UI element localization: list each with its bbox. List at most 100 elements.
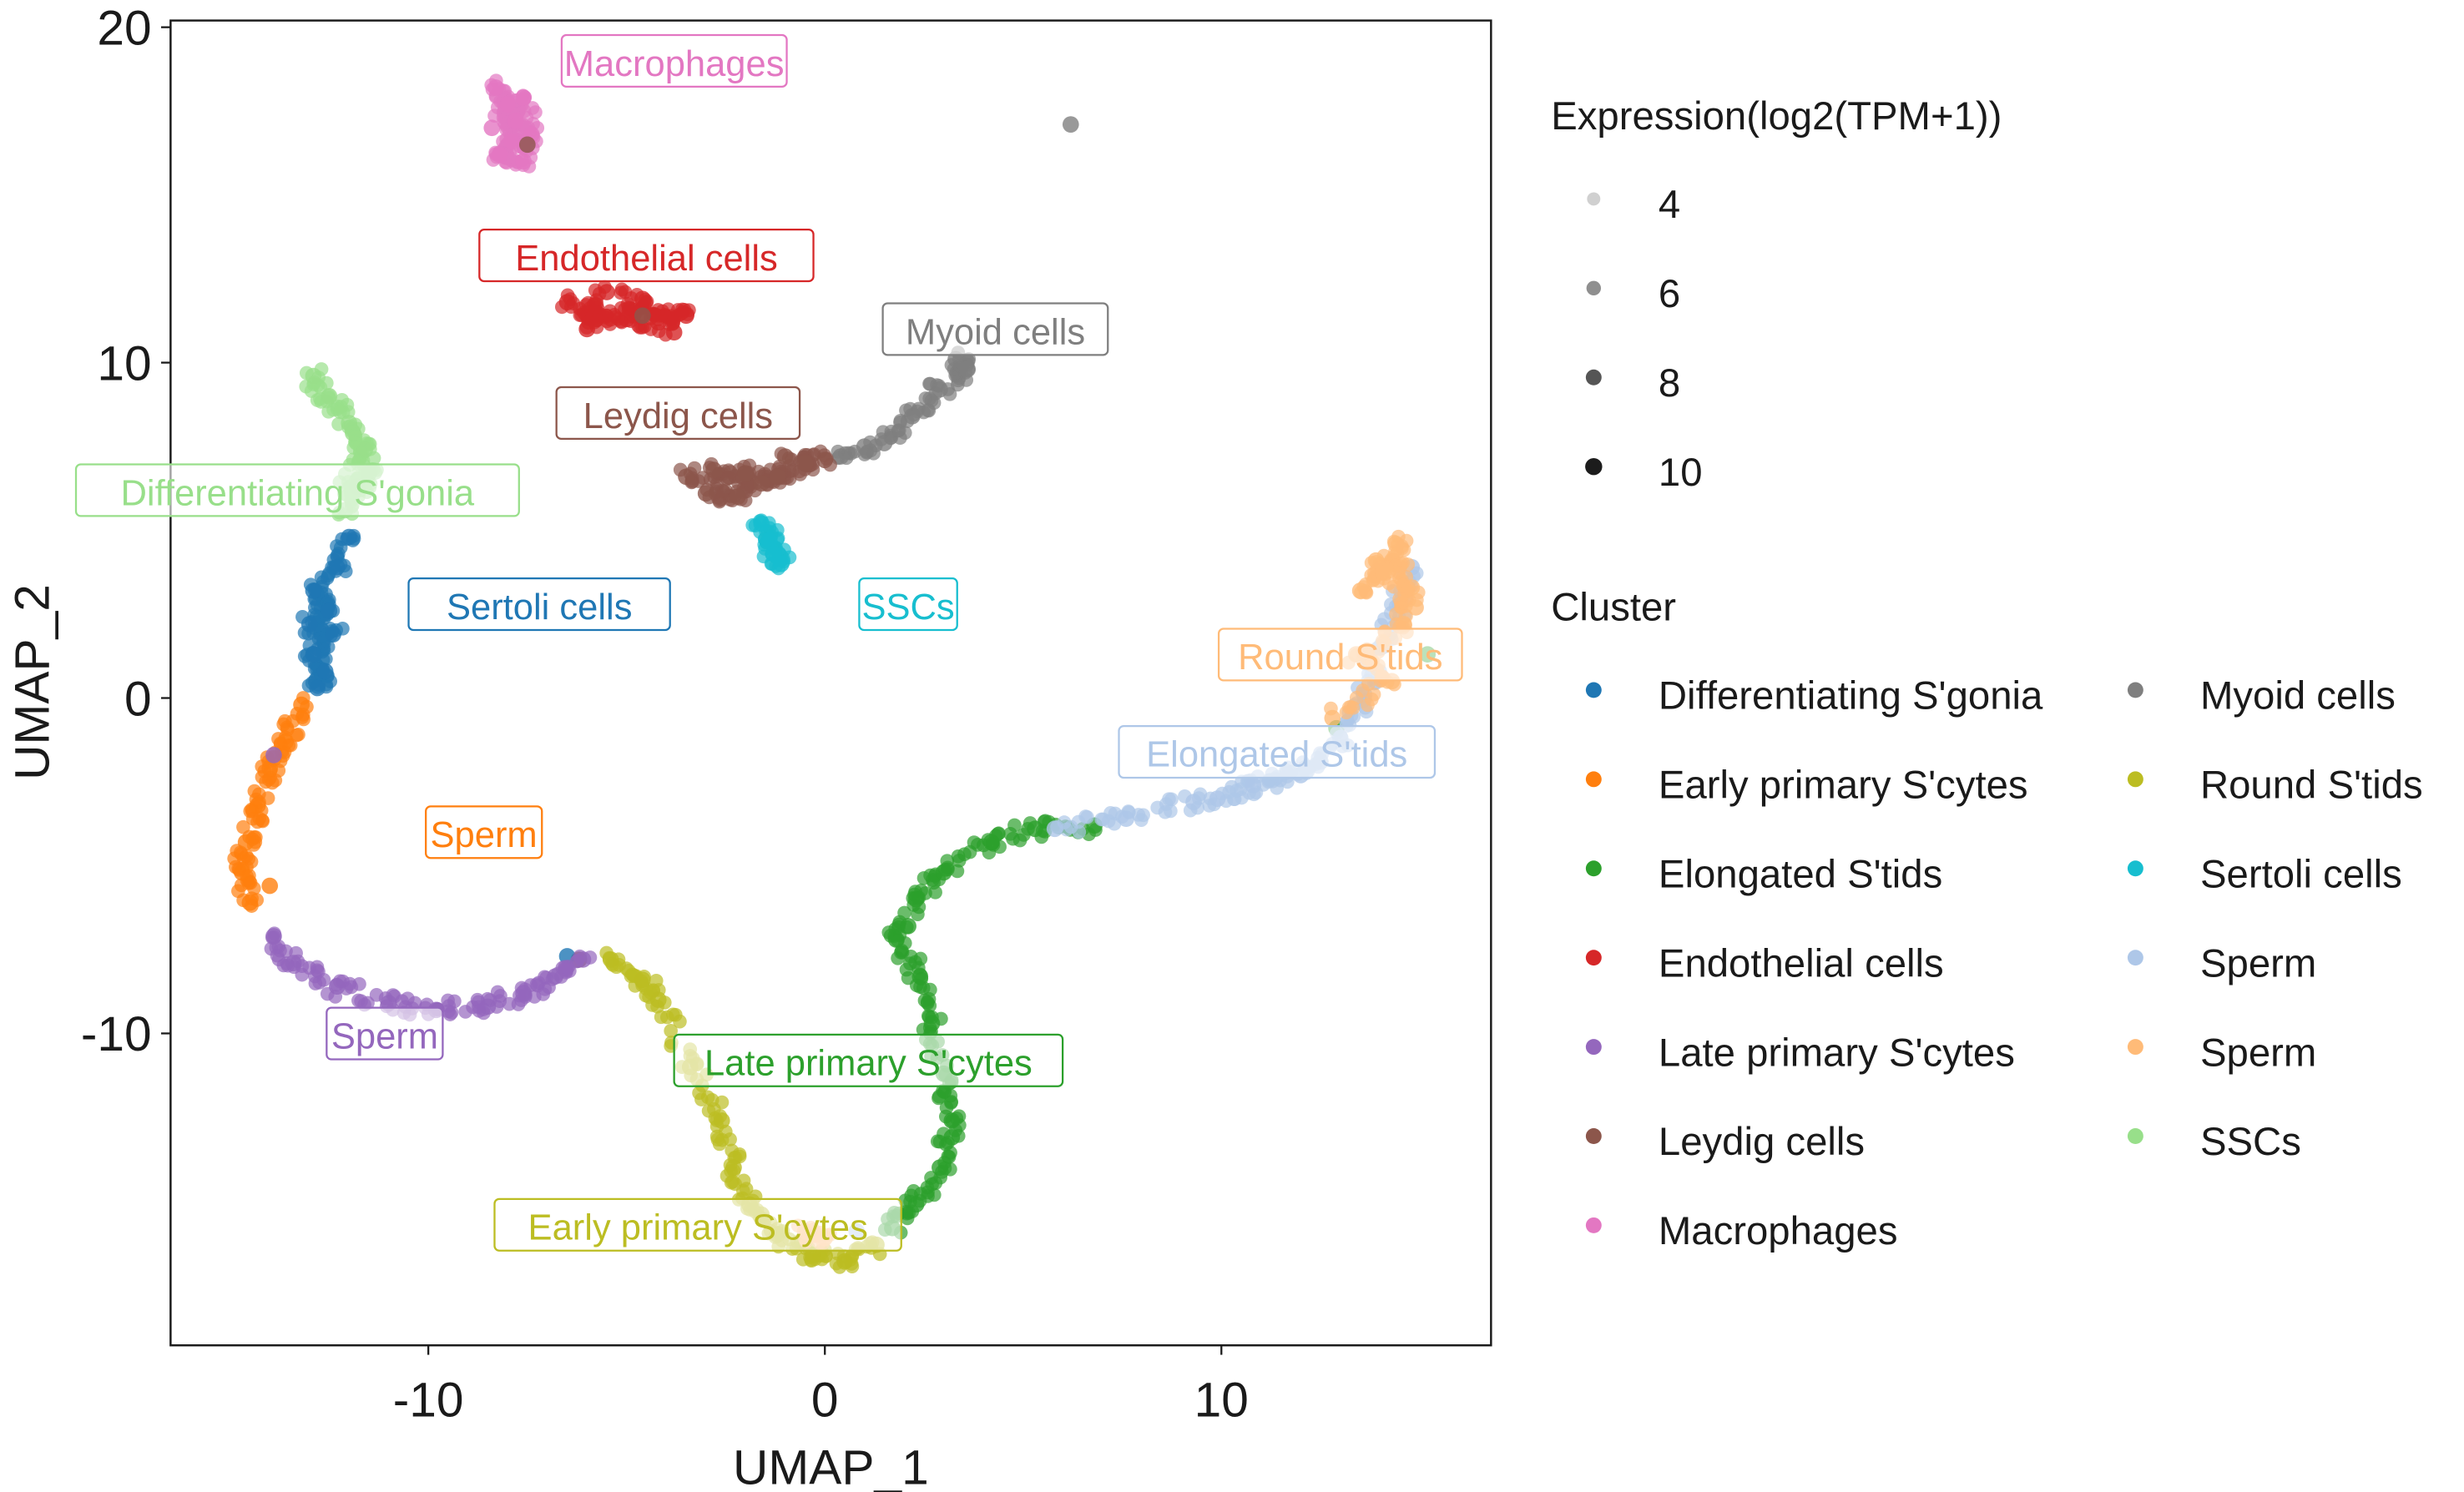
data-point — [887, 931, 905, 948]
data-point — [492, 994, 507, 1009]
data-point — [1072, 824, 1087, 839]
data-point — [649, 991, 667, 1009]
data-point — [250, 814, 265, 829]
size-legend-label: 10 — [1659, 451, 1703, 495]
data-point — [1007, 818, 1022, 833]
cluster-legend-key — [2127, 950, 2143, 966]
data-point — [1229, 784, 1244, 798]
cluster-label: SSCs — [858, 577, 958, 632]
data-point — [928, 1176, 943, 1191]
data-point — [897, 905, 911, 920]
cluster-label-text: Leydig cells — [583, 396, 773, 436]
data-point — [1339, 705, 1354, 720]
cluster-label: Early primary S'cytes — [493, 1197, 902, 1252]
cluster-legend-key — [1585, 1128, 1602, 1144]
data-point — [1017, 828, 1031, 842]
data-point — [316, 663, 334, 680]
size-legend-key — [1586, 280, 1602, 296]
data-point — [1118, 810, 1135, 827]
data-point — [1407, 599, 1424, 616]
cluster-label: Elongated S'tids — [1118, 724, 1436, 779]
size-legend-key — [1587, 192, 1601, 206]
cluster-label-box — [326, 1006, 444, 1061]
cluster-legend-key — [2127, 1128, 2143, 1144]
data-point — [497, 114, 511, 129]
cluster-label: Differentiating S'gonia — [74, 463, 520, 517]
data-point — [265, 928, 282, 945]
data-point — [325, 626, 341, 643]
x-tick-label: 10 — [1194, 1373, 1249, 1427]
cluster-legend-label: Sperm — [2200, 941, 2316, 985]
cluster-legend-label: Macrophages — [1659, 1209, 1898, 1253]
x-axis-title: UMAP_1 — [733, 1441, 929, 1492]
cluster-label: Sperm — [326, 1006, 444, 1061]
cluster-legend-key — [1585, 1039, 1602, 1056]
cluster-legend-label: Sperm — [2200, 1031, 2316, 1075]
data-point — [395, 994, 409, 1009]
axes: -10 0 10 -10 0 10 20 — [81, 1, 1249, 1427]
cluster-label-text: Early primary S'cytes — [528, 1207, 868, 1248]
data-point — [725, 1174, 740, 1189]
data-point — [1351, 582, 1369, 599]
data-point — [320, 376, 334, 391]
cluster-label-text: Sertoli cells — [447, 587, 633, 628]
data-point — [328, 978, 346, 995]
data-point — [538, 982, 553, 996]
data-point — [300, 616, 318, 633]
cluster-legend-key — [1585, 950, 1602, 966]
data-point — [1324, 709, 1341, 727]
data-point — [507, 113, 524, 129]
cluster-label: Macrophages — [560, 33, 788, 88]
data-point — [1059, 822, 1074, 837]
cluster-label-text: Round S'tids — [1238, 638, 1442, 678]
data-point — [932, 381, 948, 398]
size-legend-key — [1585, 457, 1603, 476]
cluster-legend-label: Round S'tids — [2200, 764, 2423, 808]
data-point — [321, 387, 338, 405]
cluster-label-box — [555, 386, 801, 441]
data-point — [1401, 557, 1416, 572]
data-point — [1209, 790, 1226, 807]
data-point — [305, 582, 322, 599]
data-point — [737, 465, 755, 481]
data-point — [712, 1137, 727, 1152]
cluster-legend-key — [1585, 860, 1602, 877]
cluster-label-box — [74, 463, 520, 517]
data-point — [943, 1112, 961, 1129]
data-point — [725, 1159, 742, 1177]
size-legend-label: 4 — [1659, 183, 1680, 227]
data-point — [773, 555, 790, 572]
data-point — [769, 468, 786, 486]
data-point — [295, 710, 310, 724]
data-point — [1381, 576, 1396, 591]
cluster-late-primary-s-cytes-points — [264, 747, 598, 1022]
data-point — [321, 602, 338, 619]
cluster-legend-label: SSCs — [2200, 1120, 2301, 1164]
data-point — [441, 1004, 456, 1019]
data-point — [273, 943, 287, 958]
y-tick-label: -10 — [81, 1007, 152, 1061]
data-point — [559, 960, 574, 975]
data-point — [911, 968, 929, 985]
data-point — [816, 451, 833, 469]
cluster-label-box — [407, 577, 671, 632]
data-point — [285, 955, 302, 971]
data-point — [515, 89, 532, 106]
cluster-label-text: Differentiating S'gonia — [121, 473, 475, 513]
data-point — [634, 971, 651, 989]
data-point — [634, 290, 651, 308]
data-point — [678, 307, 694, 325]
cluster-legend-key — [1585, 1217, 1602, 1233]
size-legend-label: 6 — [1659, 272, 1680, 316]
cluster-label: Sertoli cells — [407, 577, 671, 632]
data-point — [407, 996, 422, 1011]
y-tick-label: 20 — [97, 1, 151, 55]
data-point — [574, 951, 592, 968]
cluster-label-box — [673, 1033, 1064, 1087]
data-point — [923, 1015, 941, 1032]
data-point — [1078, 809, 1093, 824]
cluster-label-box — [1217, 628, 1463, 682]
data-point — [776, 448, 794, 465]
data-point — [518, 136, 536, 154]
data-point — [265, 775, 280, 790]
